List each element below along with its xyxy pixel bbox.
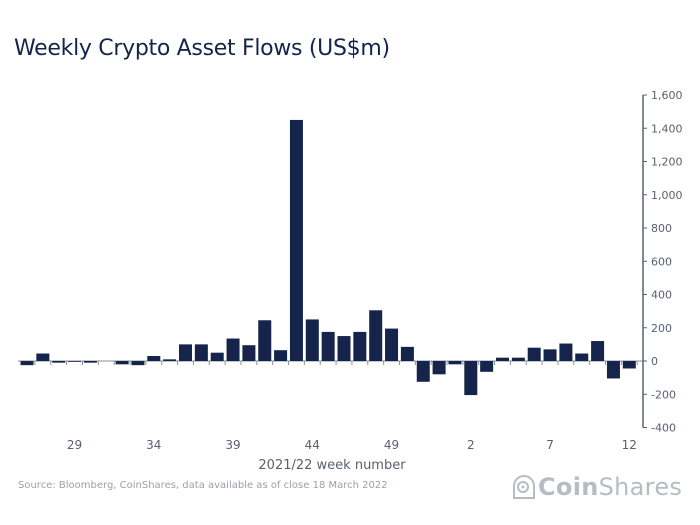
bar-week-37 [194,344,208,361]
y-tick-label: 600 [651,255,672,268]
bar-week-42 [274,350,288,361]
bar-week-41 [258,320,272,361]
y-tick-label: 1,400 [651,122,683,135]
x-tick-label: 39 [225,438,240,452]
bar-week-32 [115,361,129,365]
x-tick-label: 34 [146,438,161,452]
x-tick-label: 12 [622,438,637,452]
source-note: Source: Bloomberg, CoinShares, data avai… [18,480,388,491]
x-axis-label: 2021/22 week number [258,458,406,473]
bar-week-40 [242,345,256,361]
bar-week-29 [68,361,82,362]
bar-week-46 [337,336,351,361]
x-tick-label: 7 [546,438,554,452]
y-tick-label: -400 [651,422,676,435]
x-tick-label: 29 [67,438,82,452]
bar-week-26 [20,361,34,366]
bar-week-52 [432,361,446,375]
x-tick-label: 2 [467,438,475,452]
bar-week-5 [511,357,525,361]
bar-week-38 [210,352,224,361]
bar-week-10 [591,341,605,361]
bar-week-44 [305,319,319,361]
bar-week-49 [385,328,399,361]
bar-week-4 [496,357,509,361]
y-tick-label: 1,000 [651,189,683,202]
y-tick-label: 1,200 [651,156,683,169]
y-tick-label: 1,600 [651,89,683,102]
bar-week-45 [321,331,335,361]
bar-week-33 [131,361,145,366]
bar-week-28 [52,361,66,363]
bar-week-50 [400,346,414,361]
bar-week-51 [416,361,430,382]
bar-week-3 [480,361,494,372]
bar-week-7 [543,349,557,361]
bar-week-8 [559,343,573,361]
bar-week-12 [622,361,636,369]
bar-week-2 [464,361,478,396]
bar-week-39 [226,338,240,361]
coinshares-logo: CoinShares [510,472,682,502]
bar-week-1 [448,361,462,365]
y-tick-label: 400 [651,289,672,302]
bar-week-35 [163,359,177,361]
bar-week-36 [179,344,192,361]
bar-week-43 [289,119,303,361]
bar-week-47 [353,331,367,361]
bar-week-11 [606,361,620,379]
x-tick-label: 49 [384,438,399,452]
bar-week-30 [83,361,97,363]
y-tick-label: 200 [651,322,672,335]
bar-week-27 [36,353,50,361]
y-tick-label: 800 [651,222,672,235]
x-tick-label: 44 [305,438,320,452]
logo-text: CoinShares [538,473,683,501]
y-tick-label: -200 [651,388,676,401]
logo-helmet-icon [513,475,535,499]
chart-title: Weekly Crypto Asset Flows (US$m) [14,36,390,61]
bar-week-6 [527,347,541,361]
bar-week-34 [147,356,161,361]
y-tick-label: 0 [651,355,658,368]
bar-week-9 [575,353,589,361]
bar-week-48 [369,310,383,361]
